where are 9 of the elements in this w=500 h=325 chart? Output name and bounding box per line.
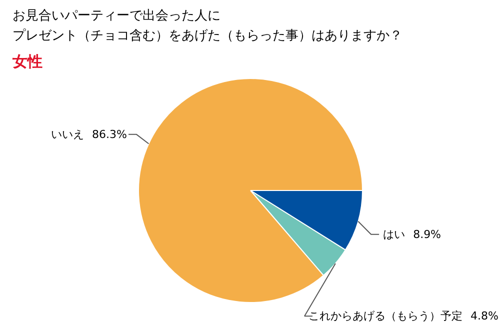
slice-label: いいえ — [51, 128, 84, 141]
chart-subtitle: プレゼント（チョコ含む）をあげた（もらった事）はありますか？ — [12, 28, 402, 44]
chart-title: お見合いパーティーで出会った人に — [12, 8, 220, 24]
data-label: 8.9% — [413, 228, 442, 241]
text: 女性 — [12, 52, 42, 70]
slice-label: はい — [383, 228, 406, 241]
data-label: 86.3% — [92, 128, 127, 141]
slice-label: これからあげる（もらう）予定 — [308, 310, 462, 323]
data-label: 4.8% — [470, 310, 498, 323]
